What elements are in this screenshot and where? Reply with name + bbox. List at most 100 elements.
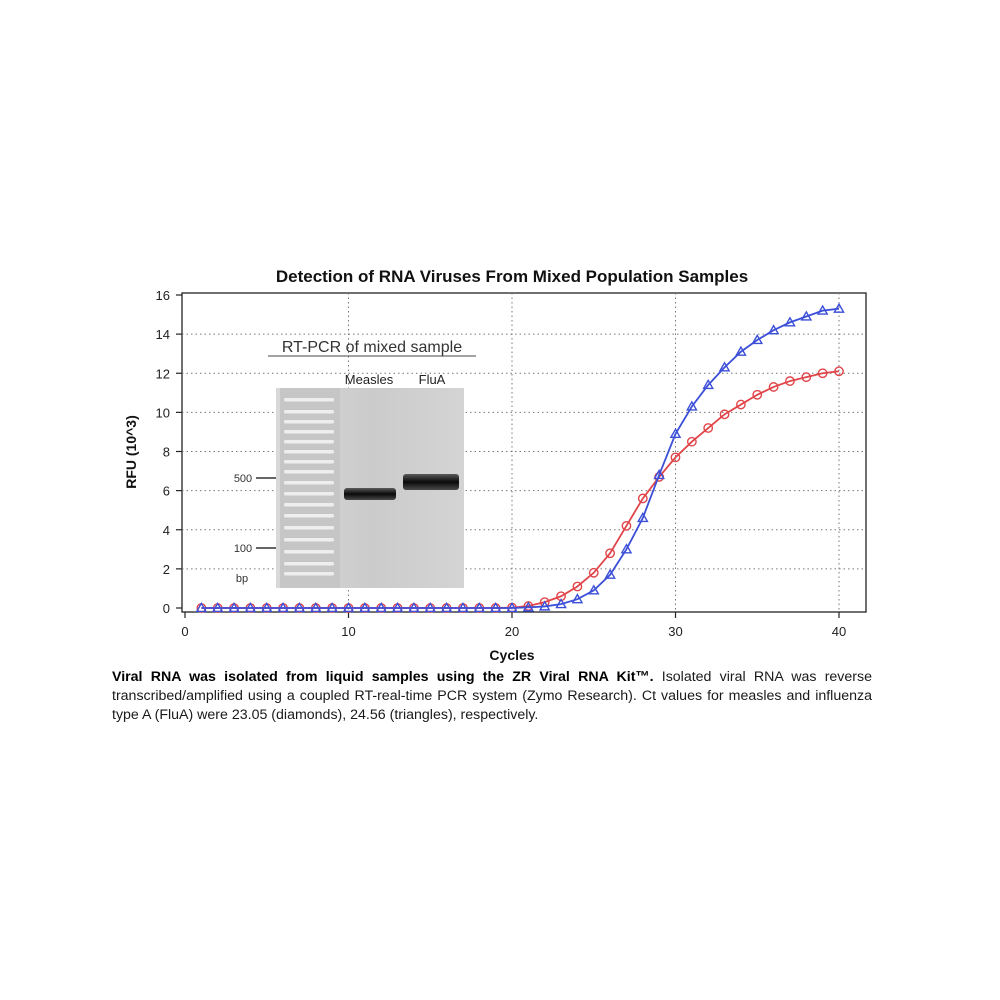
data-point-diamond [621, 520, 632, 531]
ladder-bands [284, 398, 334, 576]
data-point-triangle [359, 601, 371, 613]
data-point-triangle [506, 601, 518, 613]
data-point-triangle [391, 601, 404, 613]
data-point-triangle [767, 324, 780, 335]
marker-500-label: 500 [234, 473, 252, 485]
data-point-triangle [440, 601, 453, 613]
flua-band [403, 474, 459, 490]
data-point-triangle [784, 316, 796, 327]
data-point-diamond [752, 389, 763, 400]
x-axis-label: Cycles [489, 647, 534, 663]
y-tick-label: 16 [156, 288, 170, 303]
data-point-diamond [670, 452, 681, 463]
data-point-diamond [785, 376, 795, 386]
ladder-band [284, 572, 334, 576]
ladder-lane [280, 388, 340, 588]
data-point-triangle [489, 601, 502, 613]
marker-100-label: 100 [234, 543, 252, 555]
data-point-triangle [260, 601, 273, 613]
ladder-band [284, 550, 334, 554]
chart-title: Detection of RNA Viruses From Mixed Popu… [276, 267, 748, 286]
inset-title: RT-PCR of mixed sample [282, 339, 462, 356]
series-triangle [195, 302, 845, 613]
x-axis-ticks: 0 10 20 30 40 [181, 612, 846, 639]
data-point-triangle [800, 310, 813, 321]
data-point-triangle [277, 601, 289, 613]
data-point-triangle [669, 427, 682, 439]
data-point-triangle [293, 601, 306, 613]
data-point-diamond [605, 548, 615, 559]
lane-label-measles: Measles [345, 372, 394, 387]
y-axis-ticks: 0 2 4 6 8 10 12 14 16 [156, 288, 182, 616]
figure-caption: Viral RNA was isolated from liquid sampl… [112, 668, 872, 725]
data-point-triangle [587, 584, 600, 595]
ladder-band [284, 440, 334, 444]
ladder-band [284, 420, 334, 424]
data-point-diamond [768, 382, 779, 392]
data-point-triangle [735, 345, 747, 356]
data-point-triangle [538, 600, 551, 611]
x-tick-label: 10 [341, 624, 355, 639]
ladder-band [284, 562, 334, 566]
ladder-band [284, 514, 334, 518]
data-point-triangle [833, 302, 845, 313]
data-point-triangle [473, 601, 486, 613]
data-point-triangle [751, 333, 764, 345]
data-point-triangle [244, 601, 257, 613]
data-point-diamond [834, 366, 844, 377]
data-point-triangle [702, 378, 715, 390]
y-tick-label: 0 [163, 601, 170, 616]
data-point-diamond [736, 399, 746, 410]
data-point-diamond [572, 581, 583, 592]
data-point-triangle [620, 543, 633, 554]
caption-bold: Viral RNA was isolated from liquid sampl… [112, 669, 654, 685]
ladder-band [284, 460, 334, 464]
x-tick-label: 30 [668, 624, 682, 639]
measles-band [344, 488, 396, 500]
data-point-triangle [816, 304, 829, 315]
data-point-diamond [801, 372, 812, 383]
data-point-triangle [457, 601, 469, 613]
y-tick-label: 12 [156, 366, 170, 381]
data-point-triangle [636, 512, 649, 523]
data-point-diamond [703, 423, 714, 433]
y-tick-label: 8 [163, 445, 170, 460]
data-point-triangle [653, 468, 665, 480]
ladder-band [284, 398, 334, 402]
ladder-band [284, 470, 334, 474]
data-point-triangle [686, 400, 698, 411]
lane-label-flua: FluA [419, 372, 446, 387]
y-tick-label: 14 [156, 327, 170, 342]
y-tick-label: 2 [163, 562, 170, 577]
data-point-triangle [342, 601, 355, 613]
y-tick-label: 10 [156, 405, 170, 420]
data-point-triangle [718, 361, 731, 372]
gel-inset: RT-PCR of mixed sample Measles FluA 500 … [234, 339, 476, 588]
ladder-band [284, 450, 334, 454]
data-point-diamond [817, 368, 828, 379]
data-point-diamond [588, 567, 599, 578]
ladder-band [284, 430, 334, 434]
x-tick-label: 40 [832, 624, 846, 639]
data-point-triangle [555, 598, 567, 609]
x-tick-label: 20 [505, 624, 519, 639]
data-point-diamond [686, 436, 697, 447]
data-point-triangle [571, 593, 584, 604]
data-point-diamond [637, 493, 648, 504]
data-point-triangle [211, 601, 224, 613]
ladder-band [284, 526, 334, 530]
series-line-triangle [201, 307, 840, 609]
data-point-triangle [424, 601, 437, 613]
x-tick-label: 0 [181, 624, 188, 639]
unit-label: bp [236, 573, 248, 585]
y-axis-label: RFU (10^3) [123, 415, 139, 489]
data-point-triangle [604, 568, 616, 579]
data-point-triangle [228, 601, 240, 613]
ladder-band [284, 481, 334, 485]
ladder-band [284, 492, 334, 496]
data-point-triangle [326, 601, 338, 613]
data-point-triangle [522, 601, 535, 612]
y-tick-label: 4 [163, 523, 170, 538]
data-point-diamond [719, 409, 730, 420]
